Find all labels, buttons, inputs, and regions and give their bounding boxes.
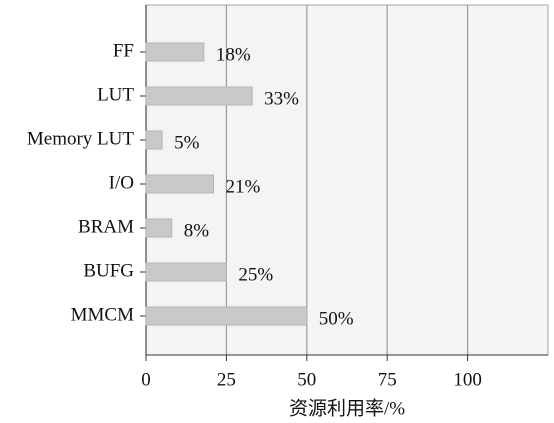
- bar: [145, 130, 163, 150]
- y-tick-label: BRAM: [78, 216, 134, 237]
- value-label: 18%: [216, 44, 251, 65]
- bar: [145, 306, 308, 326]
- x-axis-title: 资源利用率/%: [289, 397, 405, 419]
- y-tick-label: FF: [113, 40, 134, 61]
- x-tick-label: 0: [141, 369, 151, 390]
- y-tick-label: BUFG: [83, 260, 134, 281]
- x-tick-label: 50: [297, 369, 316, 390]
- bar: [145, 42, 205, 62]
- bar: [145, 174, 215, 194]
- value-label: 33%: [264, 88, 299, 109]
- bar: [145, 262, 227, 282]
- value-label: 21%: [226, 176, 261, 197]
- bar: [145, 86, 253, 106]
- x-tick-label: 100: [453, 369, 482, 390]
- bar: [145, 218, 173, 238]
- value-label: 5%: [174, 132, 200, 153]
- y-tick-label: Memory LUT: [27, 128, 135, 149]
- y-tick-label: I/O: [109, 172, 134, 193]
- value-label: 50%: [319, 308, 354, 329]
- y-tick-label: MMCM: [71, 304, 134, 325]
- x-tick-label: 25: [217, 369, 236, 390]
- x-tick-label: 75: [378, 369, 397, 390]
- y-tick-label: LUT: [97, 84, 134, 105]
- value-label: 25%: [238, 264, 273, 285]
- value-label: 8%: [184, 220, 210, 241]
